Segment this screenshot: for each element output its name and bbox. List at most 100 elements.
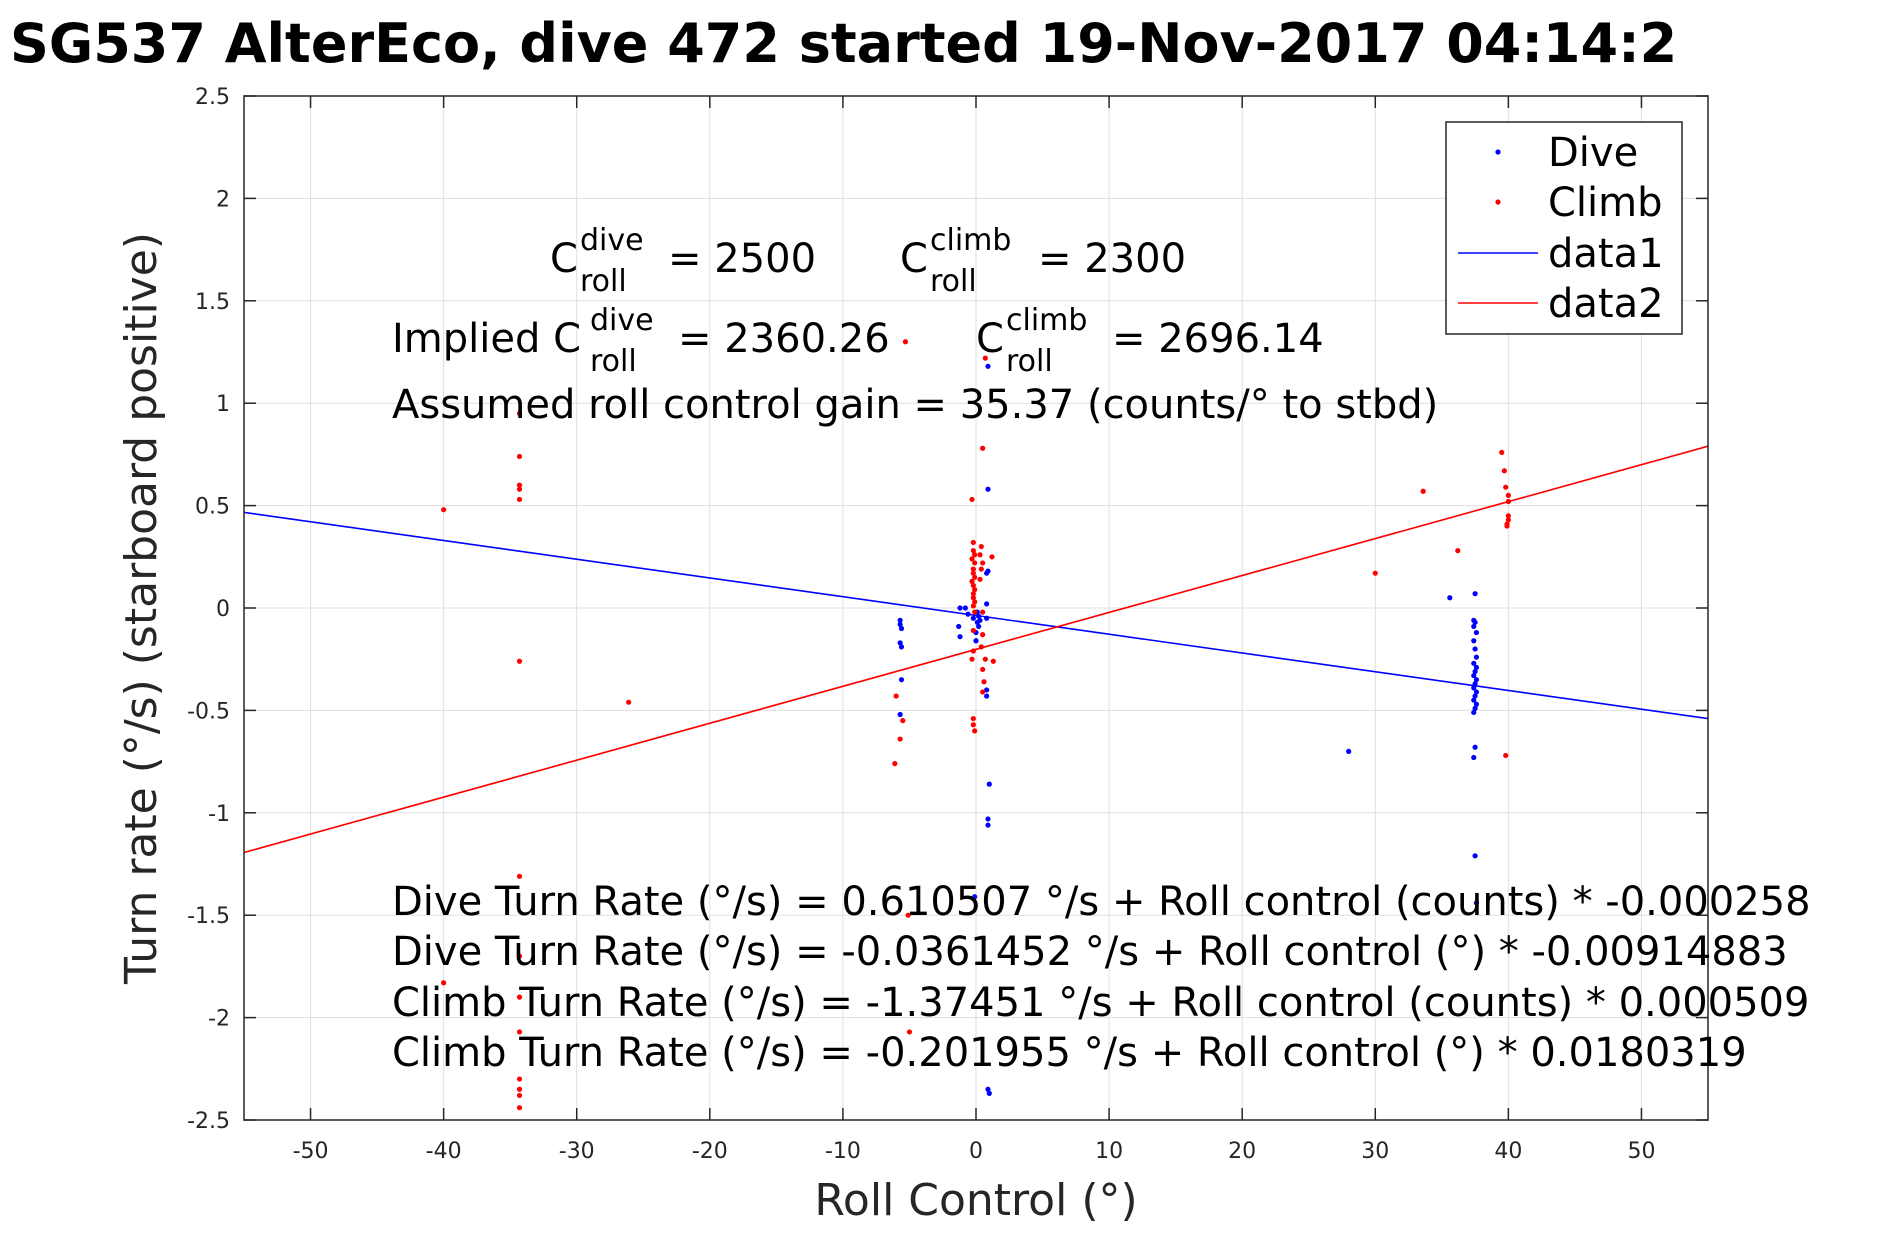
point-climb bbox=[1420, 488, 1426, 494]
point-climb bbox=[989, 554, 995, 560]
point-dive bbox=[985, 486, 991, 492]
point-dive bbox=[1472, 668, 1478, 675]
point-climb bbox=[978, 566, 984, 572]
point-climb bbox=[970, 570, 976, 576]
point-climb bbox=[972, 574, 978, 580]
point-dive bbox=[1472, 744, 1478, 750]
y-tick-label: 1.5 bbox=[195, 290, 230, 315]
x-tick-label: 10 bbox=[1095, 1139, 1123, 1164]
point-climb bbox=[972, 609, 978, 615]
point-dive bbox=[984, 601, 990, 607]
point-climb bbox=[978, 543, 984, 550]
point-climb bbox=[892, 761, 898, 767]
implied-climb-annotation: C climb roll = 2696.14 bbox=[976, 303, 1324, 379]
point-climb bbox=[1504, 523, 1510, 529]
point-dive bbox=[1471, 697, 1477, 703]
point-dive bbox=[898, 677, 905, 683]
point-climb bbox=[1499, 449, 1505, 455]
c-roll-climb-annotation: C climb roll = 2300 bbox=[900, 223, 1186, 299]
point-climb bbox=[970, 591, 976, 597]
point-dive bbox=[1447, 595, 1453, 601]
point-climb bbox=[969, 556, 975, 562]
x-tick-label: 40 bbox=[1494, 1139, 1522, 1164]
point-climb bbox=[1503, 752, 1509, 759]
y-tick-label: -2.5 bbox=[187, 1109, 230, 1134]
legend-item-dive: Dive bbox=[1495, 130, 1638, 176]
point-dive bbox=[1472, 853, 1478, 859]
point-dive bbox=[957, 634, 963, 640]
svg-text:= 2500: = 2500 bbox=[668, 236, 816, 282]
x-tick-label: 30 bbox=[1361, 1139, 1389, 1164]
point-dive bbox=[1471, 685, 1477, 691]
legend-label: data1 bbox=[1548, 231, 1664, 277]
point-dive bbox=[976, 613, 982, 619]
y-tick-label: 0 bbox=[216, 597, 230, 622]
svg-text:dive: dive bbox=[590, 303, 654, 338]
point-dive bbox=[972, 894, 978, 900]
point-climb bbox=[970, 566, 976, 572]
point-climb bbox=[516, 496, 523, 503]
svg-text:roll: roll bbox=[580, 264, 627, 299]
y-tick-label: -0.5 bbox=[187, 699, 230, 724]
y-tick-label: -2 bbox=[208, 1007, 230, 1032]
y-tick-label: -1.5 bbox=[187, 904, 230, 929]
point-climb bbox=[990, 658, 996, 664]
point-climb bbox=[972, 560, 978, 566]
point-climb bbox=[980, 560, 986, 566]
point-climb bbox=[516, 1105, 523, 1111]
point-dive bbox=[1473, 654, 1480, 660]
point-dive bbox=[1471, 754, 1477, 761]
x-tick-label: -10 bbox=[825, 1139, 861, 1164]
svg-text:climb: climb bbox=[930, 223, 1011, 258]
point-dive bbox=[1471, 709, 1477, 716]
point-dive bbox=[984, 693, 990, 699]
point-dive bbox=[897, 617, 903, 623]
point-climb bbox=[1505, 517, 1511, 523]
point-climb bbox=[970, 539, 976, 546]
fit-equations: Dive Turn Rate (°/s) = 0.610507 °/s + Ro… bbox=[392, 879, 1811, 1076]
point-climb bbox=[970, 722, 976, 728]
point-climb bbox=[516, 1086, 523, 1092]
point-climb bbox=[980, 632, 986, 638]
point-dive bbox=[1473, 900, 1480, 906]
x-tick-label: 0 bbox=[969, 1139, 983, 1164]
point-climb bbox=[970, 648, 976, 654]
point-dive bbox=[986, 781, 992, 787]
data-points bbox=[441, 339, 1511, 1111]
point-climb bbox=[977, 576, 983, 582]
point-climb bbox=[981, 679, 987, 685]
point-climb bbox=[516, 453, 523, 460]
svg-text:= 2360.26: = 2360.26 bbox=[678, 316, 890, 362]
point-climb bbox=[970, 627, 976, 634]
y-tick-label: 0.5 bbox=[195, 495, 230, 520]
point-dive bbox=[984, 570, 990, 576]
legend-item-climb: Climb bbox=[1495, 180, 1663, 226]
svg-text:roll: roll bbox=[590, 344, 637, 379]
legend-label: Dive bbox=[1548, 130, 1638, 176]
point-dive bbox=[985, 816, 991, 822]
x-tick-label: -20 bbox=[692, 1139, 728, 1164]
point-climb bbox=[906, 1029, 913, 1035]
point-climb bbox=[1455, 548, 1461, 554]
point-dive bbox=[957, 605, 963, 611]
point-climb bbox=[1501, 468, 1507, 474]
fit-equation-climb-degrees: Climb Turn Rate (°/s) = -0.201955 °/s + … bbox=[392, 1030, 1747, 1076]
point-climb bbox=[516, 953, 523, 959]
point-dive bbox=[1472, 591, 1478, 597]
point-climb bbox=[982, 355, 988, 361]
point-dive bbox=[956, 623, 962, 630]
x-tick-label: -40 bbox=[426, 1139, 462, 1164]
implied-dive-annotation: Implied C dive roll = 2360.26 bbox=[392, 303, 890, 379]
point-climb bbox=[978, 644, 984, 650]
point-climb bbox=[970, 548, 976, 554]
point-dive bbox=[1472, 619, 1478, 625]
x-tick-label: -30 bbox=[559, 1139, 595, 1164]
point-dive bbox=[1473, 701, 1480, 707]
fit-equation-dive-counts: Dive Turn Rate (°/s) = 0.610507 °/s + Ro… bbox=[392, 879, 1811, 925]
point-climb bbox=[516, 994, 523, 1000]
point-climb bbox=[441, 507, 447, 513]
point-climb bbox=[516, 1029, 523, 1035]
point-dive bbox=[973, 638, 979, 644]
